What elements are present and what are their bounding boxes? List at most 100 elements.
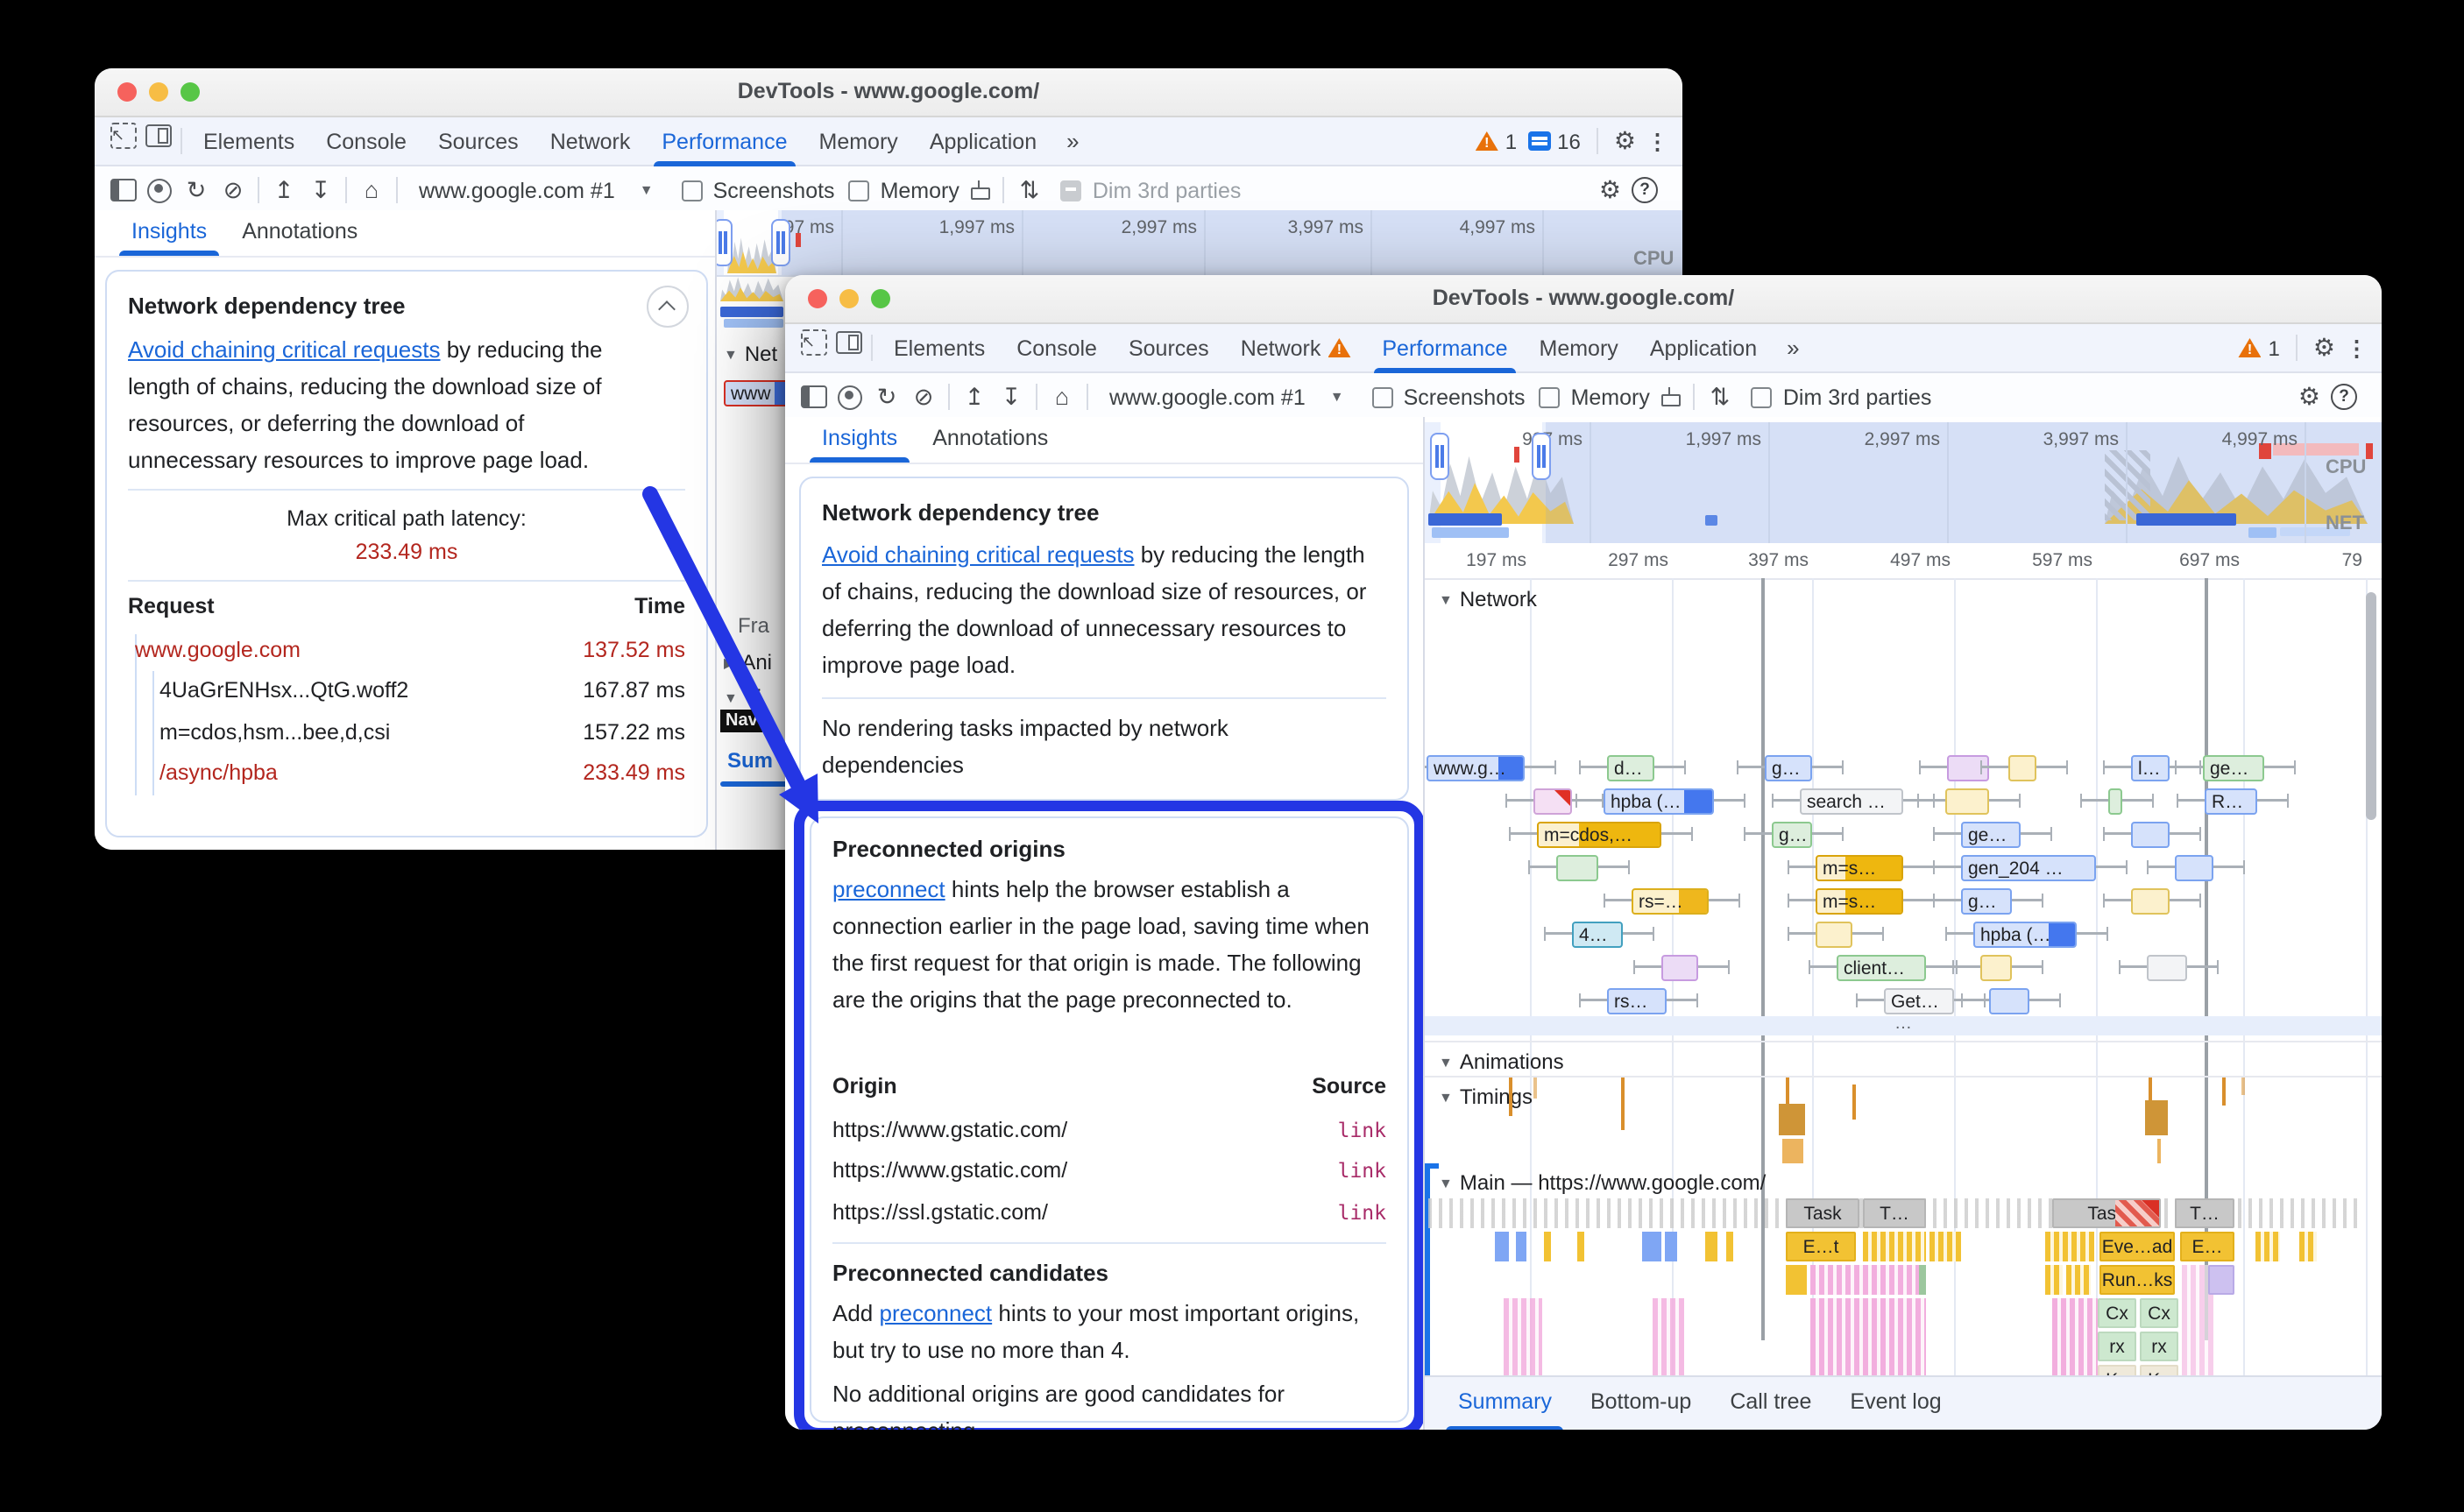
network-request-d[interactable]: d…	[1607, 755, 1654, 781]
settings-gear-icon[interactable]: ⚙	[2312, 333, 2335, 361]
bottom-tab-bottom-up[interactable]: Bottom-up	[1590, 1389, 1692, 1414]
highlighted-request-www[interactable]: www	[724, 380, 794, 406]
gc-brush-icon[interactable]	[961, 173, 996, 208]
disclosure-triangle[interactable]: ▼	[1439, 592, 1453, 608]
warning-icon[interactable]: !	[1475, 131, 1498, 151]
clear-icon[interactable]: ⊘	[223, 176, 244, 202]
target-selector[interactable]: www.google.com #1 ▼	[1095, 385, 1358, 409]
tab-elements[interactable]: Elements	[188, 117, 310, 165]
screenshots-checkbox[interactable]	[681, 180, 703, 201]
network-request[interactable]	[1661, 955, 1698, 981]
network-request-rs[interactable]: rs…	[1607, 988, 1667, 1014]
download-profile-icon[interactable]: ↧	[1001, 383, 1022, 409]
network-request-g[interactable]: g…	[1765, 755, 1812, 781]
network-request-g[interactable]: g…	[1961, 888, 2012, 915]
flame-block[interactable]	[2208, 1265, 2234, 1295]
dock-panel-icon[interactable]	[796, 379, 831, 414]
home-icon[interactable]: ⌂	[364, 177, 379, 203]
flame-e[interactable]: E…	[2180, 1232, 2234, 1261]
download-profile-icon[interactable]: ↧	[310, 176, 331, 202]
request-row[interactable]: 4UaGrENHsx...QtG.woff2 167.87 ms	[128, 670, 685, 711]
network-request[interactable]	[2131, 888, 2170, 915]
origin-row[interactable]: https://ssl.gstatic.com/link	[832, 1191, 1386, 1233]
settings-gear-icon[interactable]: ⚙	[1613, 126, 1636, 154]
preconnect-link[interactable]: preconnect	[832, 876, 945, 902]
tab-application[interactable]: Application	[914, 117, 1052, 165]
tab-console[interactable]: Console	[310, 117, 422, 165]
flame-task[interactable]: Task	[1786, 1198, 1859, 1228]
record-icon[interactable]	[142, 173, 177, 208]
inspect-icon[interactable]: ↖	[796, 324, 831, 359]
gc-brush-icon[interactable]	[1652, 379, 1687, 414]
selection-handle-right[interactable]	[771, 219, 790, 266]
subtab-annotations[interactable]: Annotations	[932, 426, 1049, 450]
flame-t[interactable]: T…	[2175, 1198, 2234, 1228]
network-request-m-s[interactable]: m=s…	[1816, 888, 1903, 915]
collapse-tracks-icon[interactable]: ⇅	[1710, 383, 1731, 409]
messages-icon[interactable]	[1527, 131, 1551, 151]
tab-network[interactable]: Network	[535, 117, 647, 165]
flame-cx[interactable]: Cx	[2098, 1298, 2136, 1328]
minimize-button[interactable]	[149, 82, 168, 102]
network-request-l[interactable]: l…	[2131, 755, 2170, 781]
network-request[interactable]	[1989, 988, 2029, 1014]
dim-3rd-parties-checkbox[interactable]	[1751, 386, 1773, 407]
network-request[interactable]	[2131, 822, 2170, 848]
dock-panel-icon[interactable]	[105, 173, 140, 208]
close-button[interactable]	[117, 82, 137, 102]
request-row[interactable]: www.google.com 137.52 ms	[128, 629, 685, 670]
network-request-ge[interactable]: ge…	[1961, 822, 2021, 848]
home-icon[interactable]: ⌂	[1054, 384, 1070, 410]
target-selector[interactable]: www.google.com #1 ▼	[405, 178, 668, 202]
tab-network[interactable]: Network!	[1225, 324, 1367, 371]
device-toolbar-icon[interactable]	[140, 117, 175, 152]
disclosure-triangle[interactable]: ▶	[724, 655, 735, 671]
summary-tab-partial[interactable]: Sum	[727, 748, 774, 773]
record-icon[interactable]	[832, 379, 867, 414]
selection-handle-left[interactable]	[717, 219, 733, 266]
collapse-card-button[interactable]	[647, 286, 689, 328]
settings-gear-icon[interactable]: ⚙	[1598, 175, 1621, 203]
network-request-g[interactable]: g…	[1772, 822, 1812, 848]
network-request-search[interactable]: search …	[1800, 788, 1903, 815]
network-request-ge[interactable]: ge…	[2203, 755, 2264, 781]
tab-application[interactable]: Application	[1634, 324, 1773, 371]
tab-console[interactable]: Console	[1001, 324, 1113, 371]
flame-e-t[interactable]: E…t	[1786, 1232, 1856, 1261]
origin-row[interactable]: https://www.gstatic.com/link	[832, 1109, 1386, 1150]
tab-performance[interactable]: Performance	[646, 117, 803, 166]
network-request-hpba[interactable]: hpba (…	[1604, 788, 1714, 815]
flame-eve-ad[interactable]: Eve…ad	[2099, 1232, 2175, 1261]
more-tabs-button[interactable]: »	[1066, 128, 1080, 154]
flame-chart-area[interactable]: ▼ Network www.g… d… g… l… ge… hpba (… search … R…	[1425, 578, 2382, 1375]
network-request-rs[interactable]: rs=…	[1632, 888, 1709, 915]
selection-handle-right[interactable]	[1532, 433, 1551, 480]
disclosure-triangle[interactable]: ▼	[1439, 1090, 1453, 1106]
tab-sources[interactable]: Sources	[422, 117, 535, 165]
network-request[interactable]	[1945, 788, 1989, 815]
flame-kn[interactable]: Kn	[2098, 1365, 2136, 1375]
network-request-get[interactable]: Get…	[1884, 988, 1954, 1014]
network-request[interactable]	[1556, 855, 1598, 881]
request-row[interactable]: /async/hpba 233.49 ms	[128, 752, 685, 794]
avoid-chaining-link[interactable]: Avoid chaining critical requests	[822, 541, 1135, 568]
flame-t[interactable]: T…	[1863, 1198, 1926, 1228]
network-request[interactable]	[2175, 855, 2213, 881]
help-icon[interactable]: ?	[1632, 177, 1658, 203]
network-request[interactable]	[1980, 955, 2012, 981]
upload-profile-icon[interactable]: ↥	[964, 383, 985, 409]
request-row[interactable]: m=cdos,hsm...bee,d,csi 157.22 ms	[128, 711, 685, 752]
dim-3rd-parties-checkbox[interactable]	[1060, 180, 1082, 201]
tab-memory[interactable]: Memory	[1524, 324, 1634, 371]
zoom-button[interactable]	[871, 289, 890, 308]
subtab-insights[interactable]: Insights	[116, 210, 223, 256]
network-request-client[interactable]: client…	[1837, 955, 1926, 981]
clear-icon[interactable]: ⊘	[913, 383, 934, 409]
network-request[interactable]	[1533, 788, 1572, 815]
network-request-m-s[interactable]: m=s…	[1816, 855, 1903, 881]
flame-rx[interactable]: rx	[2140, 1332, 2178, 1361]
flame-cx[interactable]: Cx	[2140, 1298, 2178, 1328]
origin-row[interactable]: https://www.gstatic.com/link	[832, 1150, 1386, 1191]
network-request-hpba[interactable]: hpba (…	[1973, 922, 2077, 948]
device-toolbar-icon[interactable]	[831, 324, 866, 359]
